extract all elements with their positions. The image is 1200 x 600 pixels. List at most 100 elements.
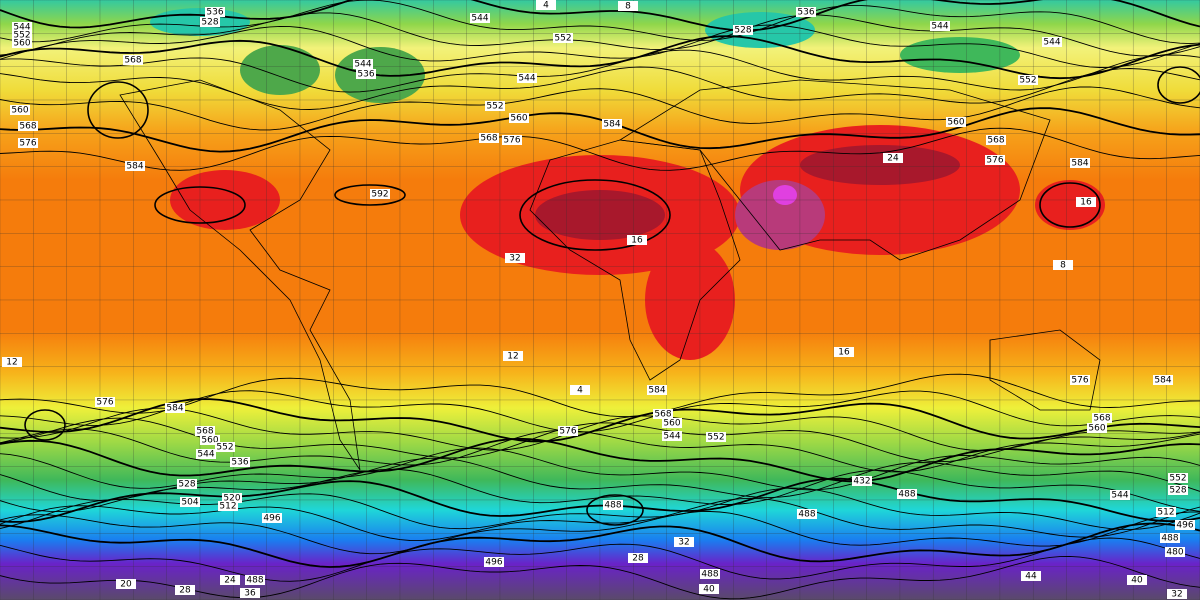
label-box xyxy=(1153,375,1173,385)
label-box xyxy=(18,121,38,131)
contour-label: 24 xyxy=(887,154,899,164)
label-box xyxy=(1053,260,1073,270)
contour-label: 40 xyxy=(703,585,715,595)
contour-line xyxy=(0,511,1200,555)
contour-label: 496 xyxy=(485,558,502,568)
label-box xyxy=(2,357,22,367)
contour-line xyxy=(0,12,1200,57)
contour-label: 544 xyxy=(471,14,488,24)
contour-label: 576 xyxy=(19,139,36,149)
contour-line xyxy=(0,107,1200,153)
label-box xyxy=(12,22,32,32)
contour-line xyxy=(0,127,1200,171)
contour-line xyxy=(0,447,1200,491)
label-box xyxy=(1127,575,1147,585)
label-box xyxy=(370,189,390,199)
heat-peak xyxy=(773,185,797,205)
contour-label: 568 xyxy=(480,134,497,144)
label-box xyxy=(485,101,505,111)
contour-label: 480 xyxy=(1166,548,1183,558)
label-box xyxy=(558,426,578,436)
label-box xyxy=(470,13,490,23)
contour-label: 592 xyxy=(371,190,388,200)
contour-label: 560 xyxy=(11,106,28,116)
contour-closed xyxy=(334,184,406,206)
contour-label: 552 xyxy=(1019,76,1036,86)
contour-label: 4 xyxy=(577,386,583,396)
contour-label: 568 xyxy=(1093,414,1110,424)
contour-label: 544 xyxy=(1043,38,1060,48)
contour-label: 552 xyxy=(1169,474,1186,484)
contour-line xyxy=(0,437,1200,483)
label-box xyxy=(699,584,719,594)
contour-label: 544 xyxy=(1111,491,1128,501)
contour-label: 528 xyxy=(201,18,218,28)
label-box xyxy=(1168,473,1188,483)
label-box xyxy=(230,457,250,467)
contour-label: 12 xyxy=(6,358,17,368)
contour-label: 584 xyxy=(1154,376,1171,386)
label-box xyxy=(1160,533,1180,543)
label-box xyxy=(262,513,282,523)
label-box xyxy=(180,497,200,507)
label-box xyxy=(706,432,726,442)
contour-label: 512 xyxy=(1157,508,1174,518)
contour-label: 528 xyxy=(734,26,751,36)
contour-label: 560 xyxy=(947,118,964,128)
label-box xyxy=(215,442,235,452)
coastlines xyxy=(119,79,1101,471)
label-box xyxy=(12,30,32,40)
label-box xyxy=(502,135,522,145)
contour-label: 584 xyxy=(603,120,620,130)
label-box xyxy=(1167,589,1187,599)
contour-label: 504 xyxy=(181,498,198,508)
label-box xyxy=(536,0,556,10)
coastline xyxy=(989,329,1101,411)
contour-label: 24 xyxy=(224,576,236,586)
contour-label: 576 xyxy=(96,398,113,408)
contour-label: 576 xyxy=(986,156,1003,166)
label-box xyxy=(505,253,525,263)
contour-label: 496 xyxy=(1176,521,1193,531)
label-box xyxy=(1018,75,1038,85)
cold-area xyxy=(900,37,1020,73)
contour-label: 560 xyxy=(13,39,30,49)
contour-label: 432 xyxy=(853,477,870,487)
label-box xyxy=(647,385,667,395)
contour-closed xyxy=(519,179,671,251)
label-box xyxy=(603,500,623,510)
contour-line xyxy=(0,24,1200,68)
contour-label: 584 xyxy=(166,404,183,414)
contour-closed xyxy=(1039,182,1101,228)
label-box xyxy=(796,7,816,17)
label-box xyxy=(503,351,523,361)
contour-line xyxy=(0,35,1200,80)
contour-label: 584 xyxy=(1071,159,1088,169)
contour-line xyxy=(0,49,1200,93)
contour-label: 544 xyxy=(13,23,30,33)
contour-label: 560 xyxy=(510,114,527,124)
label-box xyxy=(18,138,38,148)
label-box xyxy=(200,17,220,27)
label-box xyxy=(897,489,917,499)
contour-line xyxy=(0,477,1200,523)
contour-label: 544 xyxy=(518,74,535,84)
contour-label: 12 xyxy=(507,352,518,362)
coastline xyxy=(119,79,361,471)
contour-label: 576 xyxy=(1071,376,1088,386)
label-box xyxy=(509,113,529,123)
contour-label: 552 xyxy=(707,433,724,443)
label-box xyxy=(1070,158,1090,168)
contour-line xyxy=(0,66,1200,110)
contour-label: 568 xyxy=(196,427,213,437)
contour-line xyxy=(0,537,1200,582)
contour-label: 576 xyxy=(559,427,576,437)
contour-label: 28 xyxy=(179,586,191,596)
label-box xyxy=(1070,375,1090,385)
label-box xyxy=(662,431,682,441)
label-box xyxy=(200,435,220,445)
label-box xyxy=(175,585,195,595)
label-box xyxy=(356,69,376,79)
contour-label: 520 xyxy=(223,494,240,504)
contour-label: 576 xyxy=(503,136,520,146)
